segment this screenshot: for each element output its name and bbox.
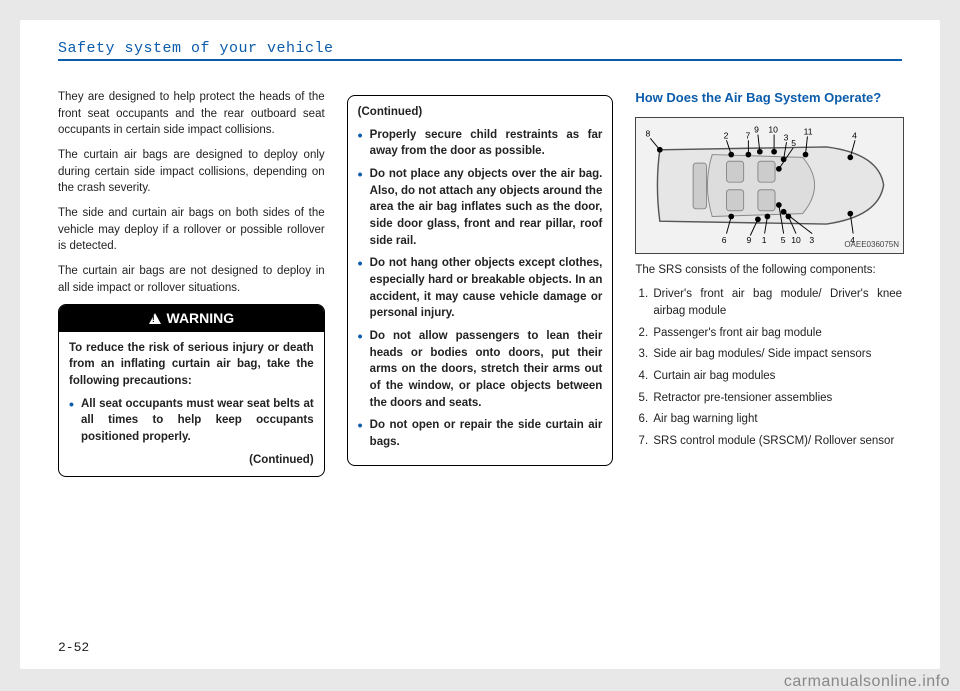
header-rule [58,59,902,61]
warning-header: WARNING [59,305,324,331]
bullet: Do not place any objects over the air ba… [358,166,603,249]
svg-text:7: 7 [746,130,751,140]
list-item: Passenger's front air bag module [651,325,902,342]
bullet: Do not hang other objects except clothes… [358,255,603,322]
continued-box: (Continued) Properly secure child restra… [347,95,614,466]
continued-label: (Continued) [358,104,603,121]
list-item: Driver's front air bag module/ Driver's … [651,286,902,319]
svg-text:3: 3 [810,235,815,245]
svg-text:8: 8 [646,128,651,138]
svg-text:9: 9 [754,124,759,134]
warning-triangle-icon [149,313,161,324]
svg-text:5: 5 [781,235,786,245]
warning-box: WARNING To reduce the risk of serious in… [58,304,325,477]
list-item: Retractor pre-tensioner assemblies [651,390,902,407]
svg-text:10: 10 [792,235,802,245]
para: The curtain air bags are designed to dep… [58,147,325,197]
svg-text:10: 10 [769,124,779,134]
list-item: Curtain air bag modules [651,368,902,385]
column-3: How Does the Air Bag System Operate? [635,89,902,477]
warning-body: To reduce the risk of serious injury or … [59,332,324,477]
bullet: Do not allow passengers to lean their he… [358,328,603,411]
column-2: (Continued) Properly secure child restra… [347,89,614,477]
content-columns: They are designed to help protect the he… [58,89,902,477]
diagram-code: OAEE036075N [844,239,899,251]
warning-label: WARNING [167,308,235,328]
svg-text:3: 3 [784,132,789,142]
page-number: 2-52 [58,640,89,655]
subheading: How Does the Air Bag System Operate? [635,89,902,107]
svg-text:1: 1 [762,235,767,245]
list-item: SRS control module (SRSCM)/ Rollover sen… [651,433,902,450]
para: The curtain air bags are not designed to… [58,263,325,296]
svg-text:6: 6 [722,235,727,245]
list-item: Air bag warning light [651,411,902,428]
continued-body: (Continued) Properly secure child restra… [348,96,613,465]
warning-bullet: All seat occupants must wear seat belts … [69,396,314,446]
continued-label: (Continued) [69,452,314,469]
bullet: Properly secure child restraints as far … [358,127,603,160]
svg-text:9: 9 [747,235,752,245]
svg-text:5: 5 [792,138,797,148]
list-item: Side air bag modules/ Side impact sensor… [651,346,902,363]
component-list: Driver's front air bag module/ Driver's … [635,286,902,449]
svg-text:2: 2 [724,130,729,140]
column-1: They are designed to help protect the he… [58,89,325,477]
bullet: Do not open or repair the side curtain a… [358,417,603,450]
svg-text:4: 4 [853,130,858,140]
svg-text:11: 11 [804,126,813,136]
watermark: carmanualsonline.info [784,673,950,691]
car-top-view-svg: 8 2 7 9 10 3 5 11 4 6 9 1 5 [636,118,903,253]
airbag-diagram: 8 2 7 9 10 3 5 11 4 6 9 1 5 [635,117,904,254]
intro-text: The SRS consists of the following compon… [635,262,902,279]
manual-page: Safety system of your vehicle They are d… [20,20,940,669]
warning-intro: To reduce the risk of serious injury or … [69,340,314,390]
para: They are designed to help protect the he… [58,89,325,139]
para: The side and curtain air bags on both si… [58,205,325,255]
section-header: Safety system of your vehicle [58,40,902,57]
